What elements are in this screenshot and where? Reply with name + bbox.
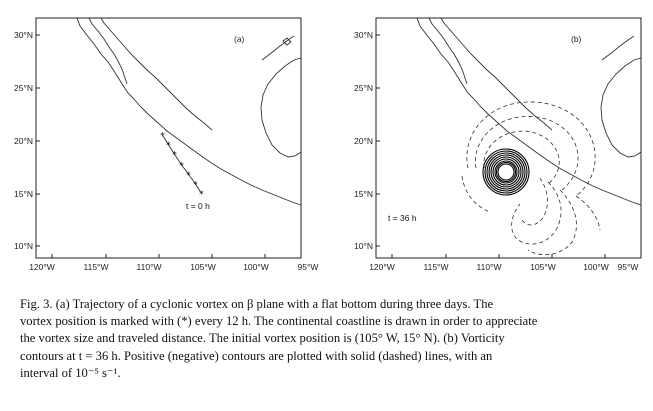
panel-a-x-axis: 120°W 115°W 110°W 105°W 100°W 95°W bbox=[29, 254, 318, 272]
panel-b-frame bbox=[375, 17, 642, 259]
trajectory-marker: * bbox=[186, 171, 191, 181]
panel-a-xtick: 100°W bbox=[243, 262, 269, 272]
panel-a-xtick: 110°W bbox=[137, 262, 162, 272]
panel-a: (a) ******* t = 0 h 30°N 25°N 20°N 15°N … bbox=[14, 17, 318, 272]
panel-a-ytick: 20°N bbox=[14, 136, 33, 146]
panel-b-xtick: 95°W bbox=[618, 262, 639, 272]
trajectory-marker: * bbox=[179, 161, 184, 171]
panel-a-xtick: 105°W bbox=[190, 262, 216, 272]
panel-b-xtick: 100°W bbox=[583, 262, 609, 272]
panel-b-ytick: 25°N bbox=[354, 83, 373, 93]
panel-a-coastline bbox=[76, 17, 302, 206]
panel-a-y-axis: 30°N 25°N 20°N 15°N 10°N bbox=[14, 30, 40, 251]
panel-b-negative-contours bbox=[461, 101, 601, 256]
panel-b-ytick: 10°N bbox=[354, 241, 373, 251]
panel-b-xtick: 105°W bbox=[530, 262, 556, 272]
panel-b-xtick: 110°W bbox=[477, 262, 502, 272]
caption-line: the vortex size and traveled distance. T… bbox=[20, 331, 505, 346]
panel-b-positive-contours bbox=[482, 148, 530, 196]
panel-b-ytick: 15°N bbox=[354, 189, 373, 199]
panel-b-x-axis: 120°W 115°W 110°W 105°W 100°W 95°W bbox=[369, 254, 638, 272]
panel-b-label: (b) bbox=[571, 34, 582, 44]
panel-a-time-label: t = 0 h bbox=[186, 201, 210, 211]
panel-a-ytick: 15°N bbox=[14, 189, 33, 199]
trajectory-marker: * bbox=[166, 141, 171, 151]
trajectory-marker: * bbox=[160, 132, 165, 142]
panel-a-ytick: 25°N bbox=[14, 83, 33, 93]
panel-b-ytick: 20°N bbox=[354, 136, 373, 146]
trajectory-marker: * bbox=[193, 180, 198, 190]
panel-b-coastline bbox=[416, 17, 642, 206]
panel-b-time-label: t = 36 h bbox=[388, 213, 417, 223]
panel-b-ytick: 30°N bbox=[354, 30, 373, 40]
figure-caption: Fig. 3. (a) Trajectory of a cyclonic vor… bbox=[20, 296, 636, 382]
panel-a-xtick: 95°W bbox=[298, 262, 319, 272]
panel-a-frame bbox=[35, 17, 302, 259]
caption-line: contours at t = 36 h. Positive (negative… bbox=[20, 348, 493, 363]
panel-b-y-axis: 30°N 25°N 20°N 15°N 10°N bbox=[354, 30, 380, 251]
panel-a-label: (a) bbox=[234, 34, 245, 44]
figure-3: (a) ******* t = 0 h 30°N 25°N 20°N 15°N … bbox=[14, 17, 642, 272]
trajectory-marker: * bbox=[172, 151, 177, 161]
caption-line: interval of 10⁻⁵ s⁻¹. bbox=[20, 365, 121, 380]
caption-line: Fig. 3. (a) Trajectory of a cyclonic vor… bbox=[20, 297, 494, 311]
panel-b-xtick: 120°W bbox=[369, 262, 395, 272]
panel-a-trajectory: ******* bbox=[160, 132, 204, 200]
panel-b: (b) bbox=[354, 17, 642, 272]
trajectory-marker: * bbox=[199, 190, 204, 200]
panel-a-ytick: 10°N bbox=[14, 241, 33, 251]
panel-b-xtick: 115°W bbox=[424, 262, 449, 272]
panel-a-ytick: 30°N bbox=[14, 30, 33, 40]
caption-line: vortex position is marked with (*) every… bbox=[20, 314, 538, 329]
panel-a-xtick: 120°W bbox=[29, 262, 55, 272]
panel-a-xtick: 115°W bbox=[84, 262, 109, 272]
trajectory-line bbox=[162, 134, 202, 194]
